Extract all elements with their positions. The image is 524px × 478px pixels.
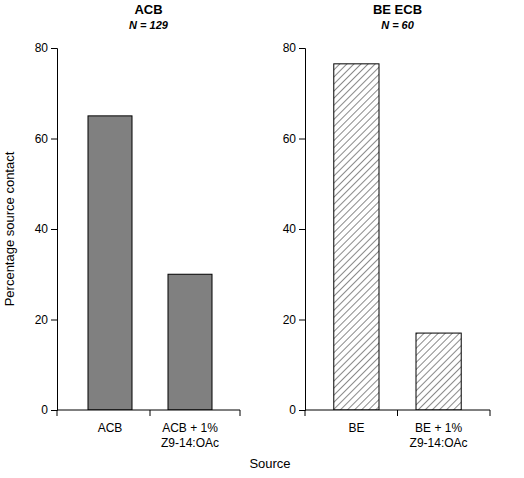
bars [334,64,461,410]
panel: 0 20 40 60 80 BE BE + 1%Z9-14:OAc BE ECB N = 60 [283,2,490,450]
tick-mark [51,48,57,49]
tick-label: 80 [35,41,49,55]
bar [88,116,132,410]
tick: 20 [35,313,57,327]
tick: 80 [35,41,57,55]
axis-line [299,49,306,411]
tick-label: 40 [35,222,49,236]
tick-mark [51,410,57,411]
tick-label: BE + 1%Z9-14:OAc [410,421,468,450]
tick-label: 20 [283,313,297,327]
subtitle: N = 129 [129,19,169,31]
tick-label: 60 [283,132,297,146]
tick-label: 80 [283,41,297,55]
tick-label: 0 [289,403,296,417]
tick-mark [51,229,57,230]
tick: 20 [283,313,305,327]
tick-label: BE [348,421,364,435]
tick-mark [299,139,305,140]
tick-label: 20 [35,313,49,327]
tick-mark [299,48,305,49]
axis-line [57,410,240,411]
tick-label: 0 [41,403,48,417]
y-axis: 0 20 40 60 80 [283,41,306,417]
tick-mark [299,229,305,230]
bars [88,116,212,410]
tick-mark [490,410,491,416]
tick-mark [240,410,241,416]
tick: 0 [289,403,305,417]
tick-mark [299,410,305,411]
chart: 020406080ACBACB + 1%Z9-14:OAcACBN = 1290… [0,0,524,478]
tick-label: ACB + 1%Z9-14:OAc [161,421,219,450]
tick-mark [51,139,57,140]
x-axis: BE BE + 1%Z9-14:OAc [305,410,490,450]
tick: 0 [41,403,57,417]
tick-mark [57,410,58,416]
tick-mark [397,410,398,416]
panel: 0 20 40 60 80 ACB ACB + 1%Z9-14:OAc ACB N = 129 [35,2,240,450]
tick: 60 [35,132,57,146]
bar [416,333,461,410]
tick-label: ACB [98,421,123,435]
title: BE ECB [373,2,422,17]
tick: 40 [35,222,57,236]
x-axis: ACB ACB + 1%Z9-14:OAc [57,410,240,450]
bar [168,274,212,410]
x-label: Source [249,456,290,471]
subtitle: N = 60 [381,19,415,31]
axis-line [51,49,58,411]
tick: 80 [283,41,305,55]
tick-mark [305,410,306,416]
y-axis: 0 20 40 60 80 [35,41,58,417]
tick-label: 60 [35,132,49,146]
tick-label: 40 [283,222,297,236]
tick-mark [299,320,305,321]
title: ACB [134,2,162,17]
tick-mark [150,410,151,416]
tick: 60 [283,132,305,146]
y-label: Percentage source contact [2,151,17,306]
tick-mark [51,320,57,321]
bar [334,64,379,410]
tick: 40 [283,222,305,236]
